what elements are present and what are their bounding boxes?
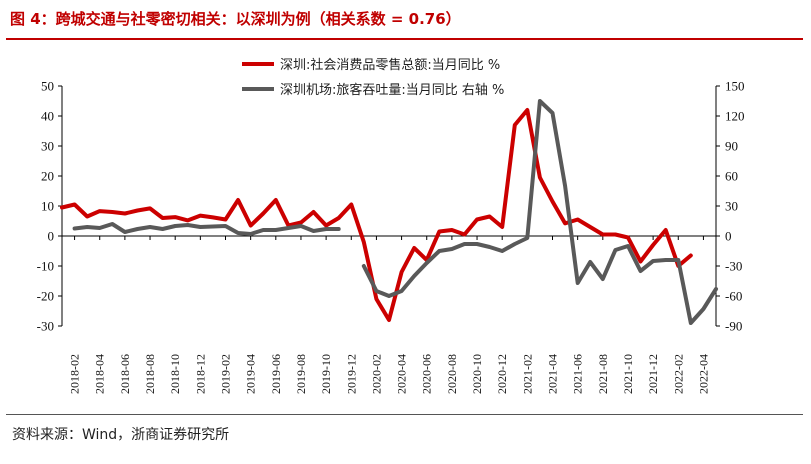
left-tick-label: 20 [41,169,54,184]
x-tick-label: 2022-04 [696,354,710,394]
x-tick-label: 2018-12 [193,354,207,394]
x-tick-label: 2020-04 [395,354,409,394]
line-chart: 50 40 30 20 10 0 -10 -20 -30 150 120 90 60 30 0 -30 -60 -… [37,57,745,395]
right-tick-label: 60 [725,169,738,184]
x-tick-label: 2021-12 [646,354,660,394]
right-tick-label: 120 [725,109,745,124]
chart-legend: 深圳:社会消费品零售总额:当月同比 % 深圳机场:旅客吞吐量:当月同比 右轴 % [242,57,504,98]
x-tick-label: 2022-02 [671,354,685,394]
figure-title: 图 4：跨城交通与社零密切相关：以深圳为例（相关系数 = 0.76） [10,10,461,28]
x-tick-label: 2019-06 [269,354,283,394]
right-tick-label: 90 [725,139,738,154]
left-tick-label: 50 [41,79,54,94]
left-tick-label: -30 [37,319,54,334]
series-line-airport [72,99,718,325]
series-layer [60,99,718,325]
x-tick-label: 2018-04 [93,354,107,394]
chart-axes: 50 40 30 20 10 0 -10 -20 -30 150 120 90 60 30 0 -30 -60 -… [37,79,745,395]
x-tick-label: 2018-08 [143,354,157,394]
series-line-retail [60,108,693,322]
x-tick-label: 2018-02 [68,354,82,394]
right-tick-label: 30 [725,199,738,214]
x-tick-label: 2021-02 [520,354,534,394]
x-tick-label: 2020-10 [470,354,484,394]
left-tick-label: 40 [41,109,54,124]
left-tick-label: 10 [41,199,54,214]
legend-label-retail: 深圳:社会消费品零售总额:当月同比 % [280,57,500,73]
left-tick-label: -20 [37,289,54,304]
x-tick-label: 2021-10 [621,354,635,394]
x-tick-label: 2020-08 [445,354,459,394]
right-tick-label: 0 [725,229,732,244]
x-tick-label: 2021-06 [571,354,585,394]
x-tick-label: 2020-06 [420,354,434,394]
x-tick-label: 2019-04 [244,354,258,394]
x-tick-label: 2020-12 [495,354,509,394]
right-tick-label: 150 [725,79,745,94]
x-tick-label: 2021-04 [546,354,560,394]
x-tick-label: 2019-02 [219,354,233,394]
left-tick-label: 0 [48,229,55,244]
right-tick-label: -30 [725,259,742,274]
legend-label-airport: 深圳机场:旅客吞吐量:当月同比 右轴 % [280,82,504,98]
title-rule [6,38,803,40]
right-tick-label: -60 [725,289,742,304]
x-tick-label: 2020-02 [369,354,383,394]
source-note: 资料来源：Wind，浙商证券研究所 [12,427,230,443]
x-tick-label: 2019-12 [344,354,358,394]
left-tick-label: 30 [41,139,54,154]
left-tick-label: -10 [37,259,54,274]
x-tick-label: 2018-10 [168,354,182,394]
x-tick-label: 2021-08 [596,354,610,394]
x-tick-label: 2018-06 [118,354,132,394]
x-tick-label: 2019-10 [319,354,333,394]
right-tick-label: -90 [725,319,742,334]
x-tick-label: 2019-08 [294,354,308,394]
source-rule [6,414,803,415]
